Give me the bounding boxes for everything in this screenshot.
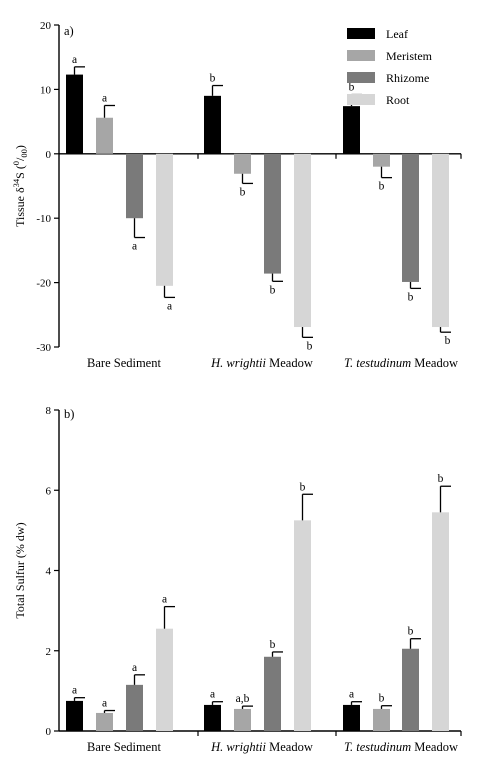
significance-label: b — [379, 181, 385, 193]
significance-label: a — [349, 689, 354, 701]
bar-leaf — [66, 700, 83, 731]
significance-label: a,b — [236, 693, 250, 705]
panel-label: b) — [64, 407, 74, 421]
significance-label: b — [270, 284, 276, 296]
bar-leaf — [66, 74, 83, 154]
bar-rhizome — [402, 153, 419, 282]
y-tick-label: 10 — [40, 84, 52, 96]
bar-root — [294, 520, 311, 731]
significance-label: b — [445, 335, 451, 347]
significance-label: b — [307, 340, 313, 352]
legend-swatch-rhizome — [347, 72, 375, 83]
bar-meristem — [373, 708, 390, 731]
y-axis-label: Tissue δ34S (0/00) — [11, 145, 29, 227]
bar-rhizome — [264, 656, 281, 731]
significance-label: a — [132, 662, 137, 674]
significance-label: a — [167, 300, 172, 312]
y-tick-label: -10 — [36, 213, 51, 225]
legend-label: Leaf — [386, 27, 408, 41]
bar-root — [432, 512, 449, 731]
panel-b: 8 6 4 2 0 b) Total Sulfur (% dw) Bare Sediment H… — [13, 405, 462, 754]
bar-leaf — [204, 95, 221, 154]
y-tick-label: 8 — [46, 405, 52, 417]
y-tick-label: 6 — [46, 485, 52, 497]
y-tick-label: -20 — [36, 278, 51, 290]
bar-meristem — [373, 153, 390, 167]
significance-label: a — [210, 689, 215, 701]
bar-leaf — [343, 106, 360, 154]
y-axis-label: Total Sulfur (% dw) — [13, 522, 27, 618]
legend-swatch-meristem — [347, 50, 375, 61]
y-tick-label: 0 — [46, 726, 52, 738]
significance-label: a — [102, 93, 107, 105]
legend-label: Meristem — [386, 49, 433, 63]
legend-label: Rhizome — [386, 71, 429, 85]
panel-a: 20 10 0 -10 -20 -30 a) Tissue δ34S (0/00) Bare S… — [11, 20, 462, 370]
legend-label: Root — [386, 93, 410, 107]
bar-leaf — [204, 704, 221, 731]
significance-label: a — [162, 594, 167, 606]
category-label: H. wrightii Meadow — [210, 740, 313, 754]
y-tick-label: 4 — [46, 566, 52, 578]
significance-label: b — [270, 639, 276, 651]
significance-label: b — [240, 186, 246, 198]
bar-meristem — [96, 712, 113, 731]
significance-label: b — [438, 473, 444, 485]
significance-label: b — [408, 291, 414, 303]
y-tick-label: 2 — [46, 646, 52, 658]
bar-root — [156, 153, 173, 286]
bar-rhizome — [126, 684, 143, 731]
legend-swatch-leaf — [347, 28, 375, 39]
bar-meristem — [96, 117, 113, 154]
significance-label: b — [349, 82, 355, 94]
panel-label: a) — [64, 24, 74, 38]
y-tick-label: 20 — [40, 20, 52, 32]
legend-swatch-root — [347, 94, 375, 105]
bar-rhizome — [264, 153, 281, 274]
y-tick-label: -30 — [36, 342, 51, 354]
bar-root — [294, 153, 311, 328]
category-label: Bare Sediment — [87, 740, 161, 754]
bar-rhizome — [126, 153, 143, 219]
bar-root — [432, 153, 449, 328]
significance-label: b — [408, 626, 414, 638]
bar-leaf — [343, 704, 360, 731]
bar-meristem — [234, 153, 251, 174]
bar-meristem — [234, 708, 251, 731]
significance-label: a — [72, 685, 77, 697]
significance-label: a — [102, 698, 107, 710]
bar-root — [156, 628, 173, 731]
significance-label: b — [300, 481, 306, 493]
y-tick-label: 0 — [46, 149, 52, 161]
category-label: T. testudinum Meadow — [344, 356, 458, 370]
bar-rhizome — [402, 648, 419, 731]
category-label: Bare Sediment — [87, 356, 161, 370]
category-label: H. wrightii Meadow — [210, 356, 313, 370]
significance-label: b — [210, 73, 216, 85]
category-label: T. testudinum Meadow — [344, 740, 458, 754]
significance-label: a — [132, 241, 137, 253]
legend: Leaf Meristem Rhizome Root — [347, 27, 433, 107]
significance-label: b — [379, 693, 385, 705]
significance-label: a — [72, 54, 77, 66]
